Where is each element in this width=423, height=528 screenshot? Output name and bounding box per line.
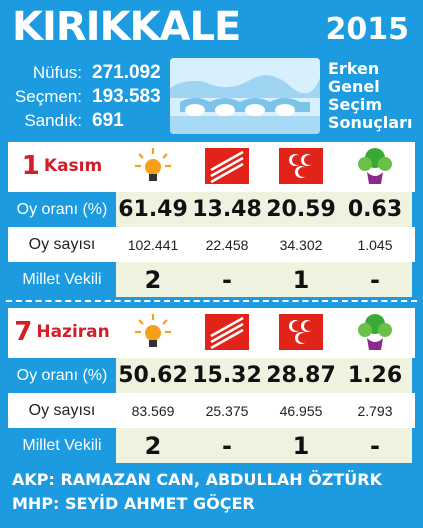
mhp-mp-names: MHP: SEYİD AHMET GÖÇER	[12, 494, 255, 513]
votes-akp: 83.569	[116, 393, 190, 428]
vote-share-akp: 61.49	[116, 192, 190, 227]
stat-value: 691	[92, 110, 124, 131]
row-label: Oy oranı (%)	[8, 192, 116, 227]
election-date: 7 Haziran	[8, 307, 116, 357]
party-header-row: 7 Haziran	[8, 308, 415, 358]
mps-akp: 2	[116, 428, 190, 463]
party-header-row: 1 Kasım	[8, 142, 415, 192]
votes-hdp: 1.045	[338, 227, 412, 262]
row-label: Oy sayısı	[8, 393, 116, 428]
mps-chp: -	[190, 428, 264, 463]
stat-label: Seçmen:	[14, 87, 82, 106]
chp-six-arrows-logo-icon	[190, 307, 264, 357]
votes-row: Oy sayısı 83.569 25.375 46.955 2.793	[8, 393, 415, 428]
province-title: KIRIKKALE	[12, 4, 241, 50]
stat-voters: Seçmen: 193.583	[10, 86, 161, 108]
akp-lightbulb-logo-icon	[116, 307, 190, 357]
stat-population: Nüfus: 271.092	[10, 62, 161, 84]
vote-share-chp: 13.48	[190, 192, 264, 227]
row-label: Oy oranı (%)	[8, 358, 116, 393]
hdp-tree-logo-icon	[338, 141, 412, 191]
vote-share-akp: 50.62	[116, 358, 190, 393]
vote-share-chp: 15.32	[190, 358, 264, 393]
vote-share-row: Oy oranı (%) 50.62 15.32 28.87 1.26	[8, 358, 415, 393]
year-label: 2015	[325, 12, 410, 47]
row-label: Millet Vekili	[8, 262, 116, 297]
vote-share-mhp: 20.59	[264, 192, 338, 227]
mps-hdp: -	[338, 428, 412, 463]
votes-row: Oy sayısı 102.441 22.458 34.302 1.045	[8, 227, 415, 262]
election-title-line: Erken	[328, 59, 380, 78]
mp-row: Millet Vekili 2 - 1 -	[8, 262, 415, 297]
mhp-three-crescents-logo-icon	[264, 141, 338, 191]
votes-chp: 22.458	[190, 227, 264, 262]
election-date: 1 Kasım	[8, 141, 116, 191]
vote-share-hdp: 0.63	[338, 192, 412, 227]
election-title-line: Sonuçları	[328, 113, 413, 132]
stat-value: 271.092	[92, 62, 161, 83]
stat-value: 193.583	[92, 86, 161, 107]
stat-ballot-boxes: Sandık: 691	[10, 110, 124, 132]
vote-share-row: Oy oranı (%) 61.49 13.48 20.59 0.63	[8, 192, 415, 227]
votes-mhp: 34.302	[264, 227, 338, 262]
vote-share-mhp: 28.87	[264, 358, 338, 393]
mhp-three-crescents-logo-icon	[264, 307, 338, 357]
row-label: Millet Vekili	[8, 428, 116, 463]
mps-mhp: 1	[264, 428, 338, 463]
mps-hdp: -	[338, 262, 412, 297]
city-photo	[170, 58, 320, 134]
date-day: 1	[21, 151, 40, 181]
mps-mhp: 1	[264, 262, 338, 297]
mps-akp: 2	[116, 262, 190, 297]
results-panel-june: 7 Haziran	[8, 308, 415, 463]
stat-label: Sandık:	[24, 111, 82, 130]
stat-label: Nüfus:	[32, 63, 82, 82]
vote-share-hdp: 1.26	[338, 358, 412, 393]
date-month: Haziran	[36, 322, 110, 342]
section-divider	[6, 300, 417, 302]
votes-mhp: 46.955	[264, 393, 338, 428]
chp-six-arrows-logo-icon	[190, 141, 264, 191]
hdp-tree-logo-icon	[338, 307, 412, 357]
row-label: Oy sayısı	[8, 227, 116, 262]
votes-hdp: 2.793	[338, 393, 412, 428]
votes-akp: 102.441	[116, 227, 190, 262]
akp-lightbulb-logo-icon	[116, 141, 190, 191]
results-panel-november: 1 Kasım	[8, 142, 415, 297]
mp-row: Millet Vekili 2 - 1 -	[8, 428, 415, 463]
date-month: Kasım	[43, 156, 103, 176]
akp-mp-names: AKP: RAMAZAN CAN, ABDULLAH ÖZTÜRK	[12, 470, 383, 489]
election-title: Erken Genel Seçim Sonuçları	[328, 60, 423, 132]
date-day: 7	[14, 317, 33, 347]
mps-chp: -	[190, 262, 264, 297]
votes-chp: 25.375	[190, 393, 264, 428]
election-title-line: Genel Seçim	[328, 77, 383, 114]
